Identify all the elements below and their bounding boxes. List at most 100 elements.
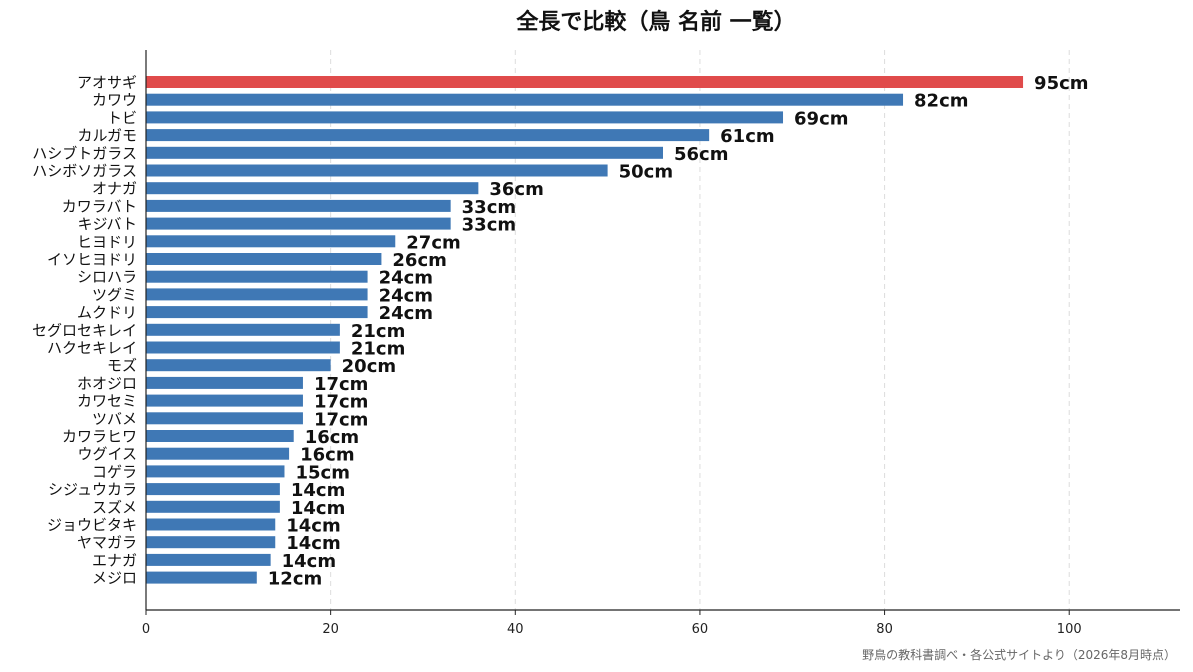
value-label: 17cm [314,409,368,430]
x-tick-label: 100 [1057,622,1082,637]
value-label: 16cm [300,445,354,466]
value-label: 14cm [286,533,340,554]
x-tick-label: 0 [142,622,150,637]
bar-8 [146,217,451,230]
category-label: モズ [107,357,137,375]
value-label: 69cm [794,108,848,129]
value-label: 20cm [342,356,396,377]
x-tick-label: 80 [876,622,893,637]
value-label: 33cm [462,215,516,236]
bar-20 [146,430,294,442]
x-tick-label: 20 [322,622,339,637]
value-label: 33cm [462,197,516,218]
bar-6 [146,182,479,195]
value-label: 24cm [379,268,433,289]
category-label: オナガ [92,180,137,198]
bar-10 [146,253,382,265]
source-note: 野鳥の教科書調べ・各公式サイトより（2026年8月時点） [862,647,1176,662]
bars [146,76,1024,584]
bar-16 [146,359,331,372]
bar-12 [146,288,368,301]
bar-22 [146,465,285,478]
bar-3 [146,129,710,142]
category-label: ハシボソガラス [32,162,137,180]
category-label: メジロ [92,569,137,587]
category-label: シロハラ [77,268,137,286]
bar-27 [146,553,271,566]
category-labels: アオサギカワウトビカルガモハシブトガラスハシボソガラスオナガカワラバトキジバトヒ… [32,74,137,588]
bar-7 [146,199,451,212]
category-label: エナガ [92,551,137,569]
value-label: 14cm [282,551,336,572]
category-label: イソヒヨドリ [47,251,137,269]
category-label: スズメ [92,498,137,516]
category-label: セグロセキレイ [32,321,137,339]
bar-4 [146,146,663,159]
value-label: 50cm [619,162,673,183]
bar-11 [146,270,368,283]
bar-18 [146,394,303,407]
bar-15 [146,341,340,354]
x-tick-label: 40 [507,622,524,637]
category-label: コゲラ [92,463,137,481]
category-label: ツバメ [92,410,137,428]
category-label: ヤマガラ [77,534,137,552]
category-label: ジョウビタキ [47,516,137,534]
value-label: 17cm [314,392,368,413]
value-label: 24cm [379,303,433,324]
bar-17 [146,376,303,389]
bar-9 [146,235,396,248]
chart-title: 全長で比較（鳥 名前 一覧） [515,9,795,35]
category-label: カワセミ [77,392,137,410]
category-label: ヒヨドリ [77,233,137,251]
value-label: 27cm [406,232,460,253]
value-labels: 95cm82cm69cm61cm56cm50cm36cm33cm33cm27cm… [268,73,1089,590]
axes: 0 20 40 60 80 100 [142,50,1180,637]
category-label: ハシブトガラス [32,144,137,162]
value-label: 17cm [314,374,368,395]
bar-0 [146,76,1024,88]
category-label: キジバト [77,215,137,233]
bar-23 [146,483,280,496]
value-label: 36cm [489,179,543,200]
value-label: 16cm [305,427,359,448]
bar-5 [146,164,608,177]
category-label: カワウ [92,91,137,109]
bar-13 [146,306,368,319]
x-tick-label: 60 [692,622,709,637]
value-label: 24cm [379,285,433,306]
value-label: 14cm [291,480,345,501]
value-label: 21cm [351,339,405,360]
value-label: 12cm [268,569,322,590]
category-label: アオサギ [77,74,137,92]
value-label: 15cm [295,462,349,483]
bar-14 [146,323,340,336]
bar-25 [146,518,276,531]
bar-26 [146,536,276,549]
bar-28 [146,571,257,584]
category-label: カワラヒワ [62,428,137,446]
category-label: ツグミ [92,286,137,304]
value-label: 95cm [1034,73,1088,94]
category-label: トビ [107,109,137,127]
value-label: 82cm [914,91,968,112]
bar-19 [146,412,303,425]
value-label: 56cm [674,144,728,165]
category-label: シジュウカラ [48,481,137,499]
category-label: ムクドリ [77,304,137,322]
value-label: 26cm [392,250,446,271]
category-label: カワラバト [62,197,137,215]
bar-1 [146,93,904,106]
value-label: 61cm [720,126,774,147]
value-label: 14cm [291,498,345,519]
category-label: ハクセキレイ [47,339,137,357]
value-label: 21cm [351,321,405,342]
bar-2 [146,111,784,124]
category-label: ウグイス [77,445,137,463]
category-label: ホオジロ [77,374,137,392]
bar-21 [146,447,290,460]
bar-24 [146,500,280,513]
category-label: カルガモ [77,127,137,145]
